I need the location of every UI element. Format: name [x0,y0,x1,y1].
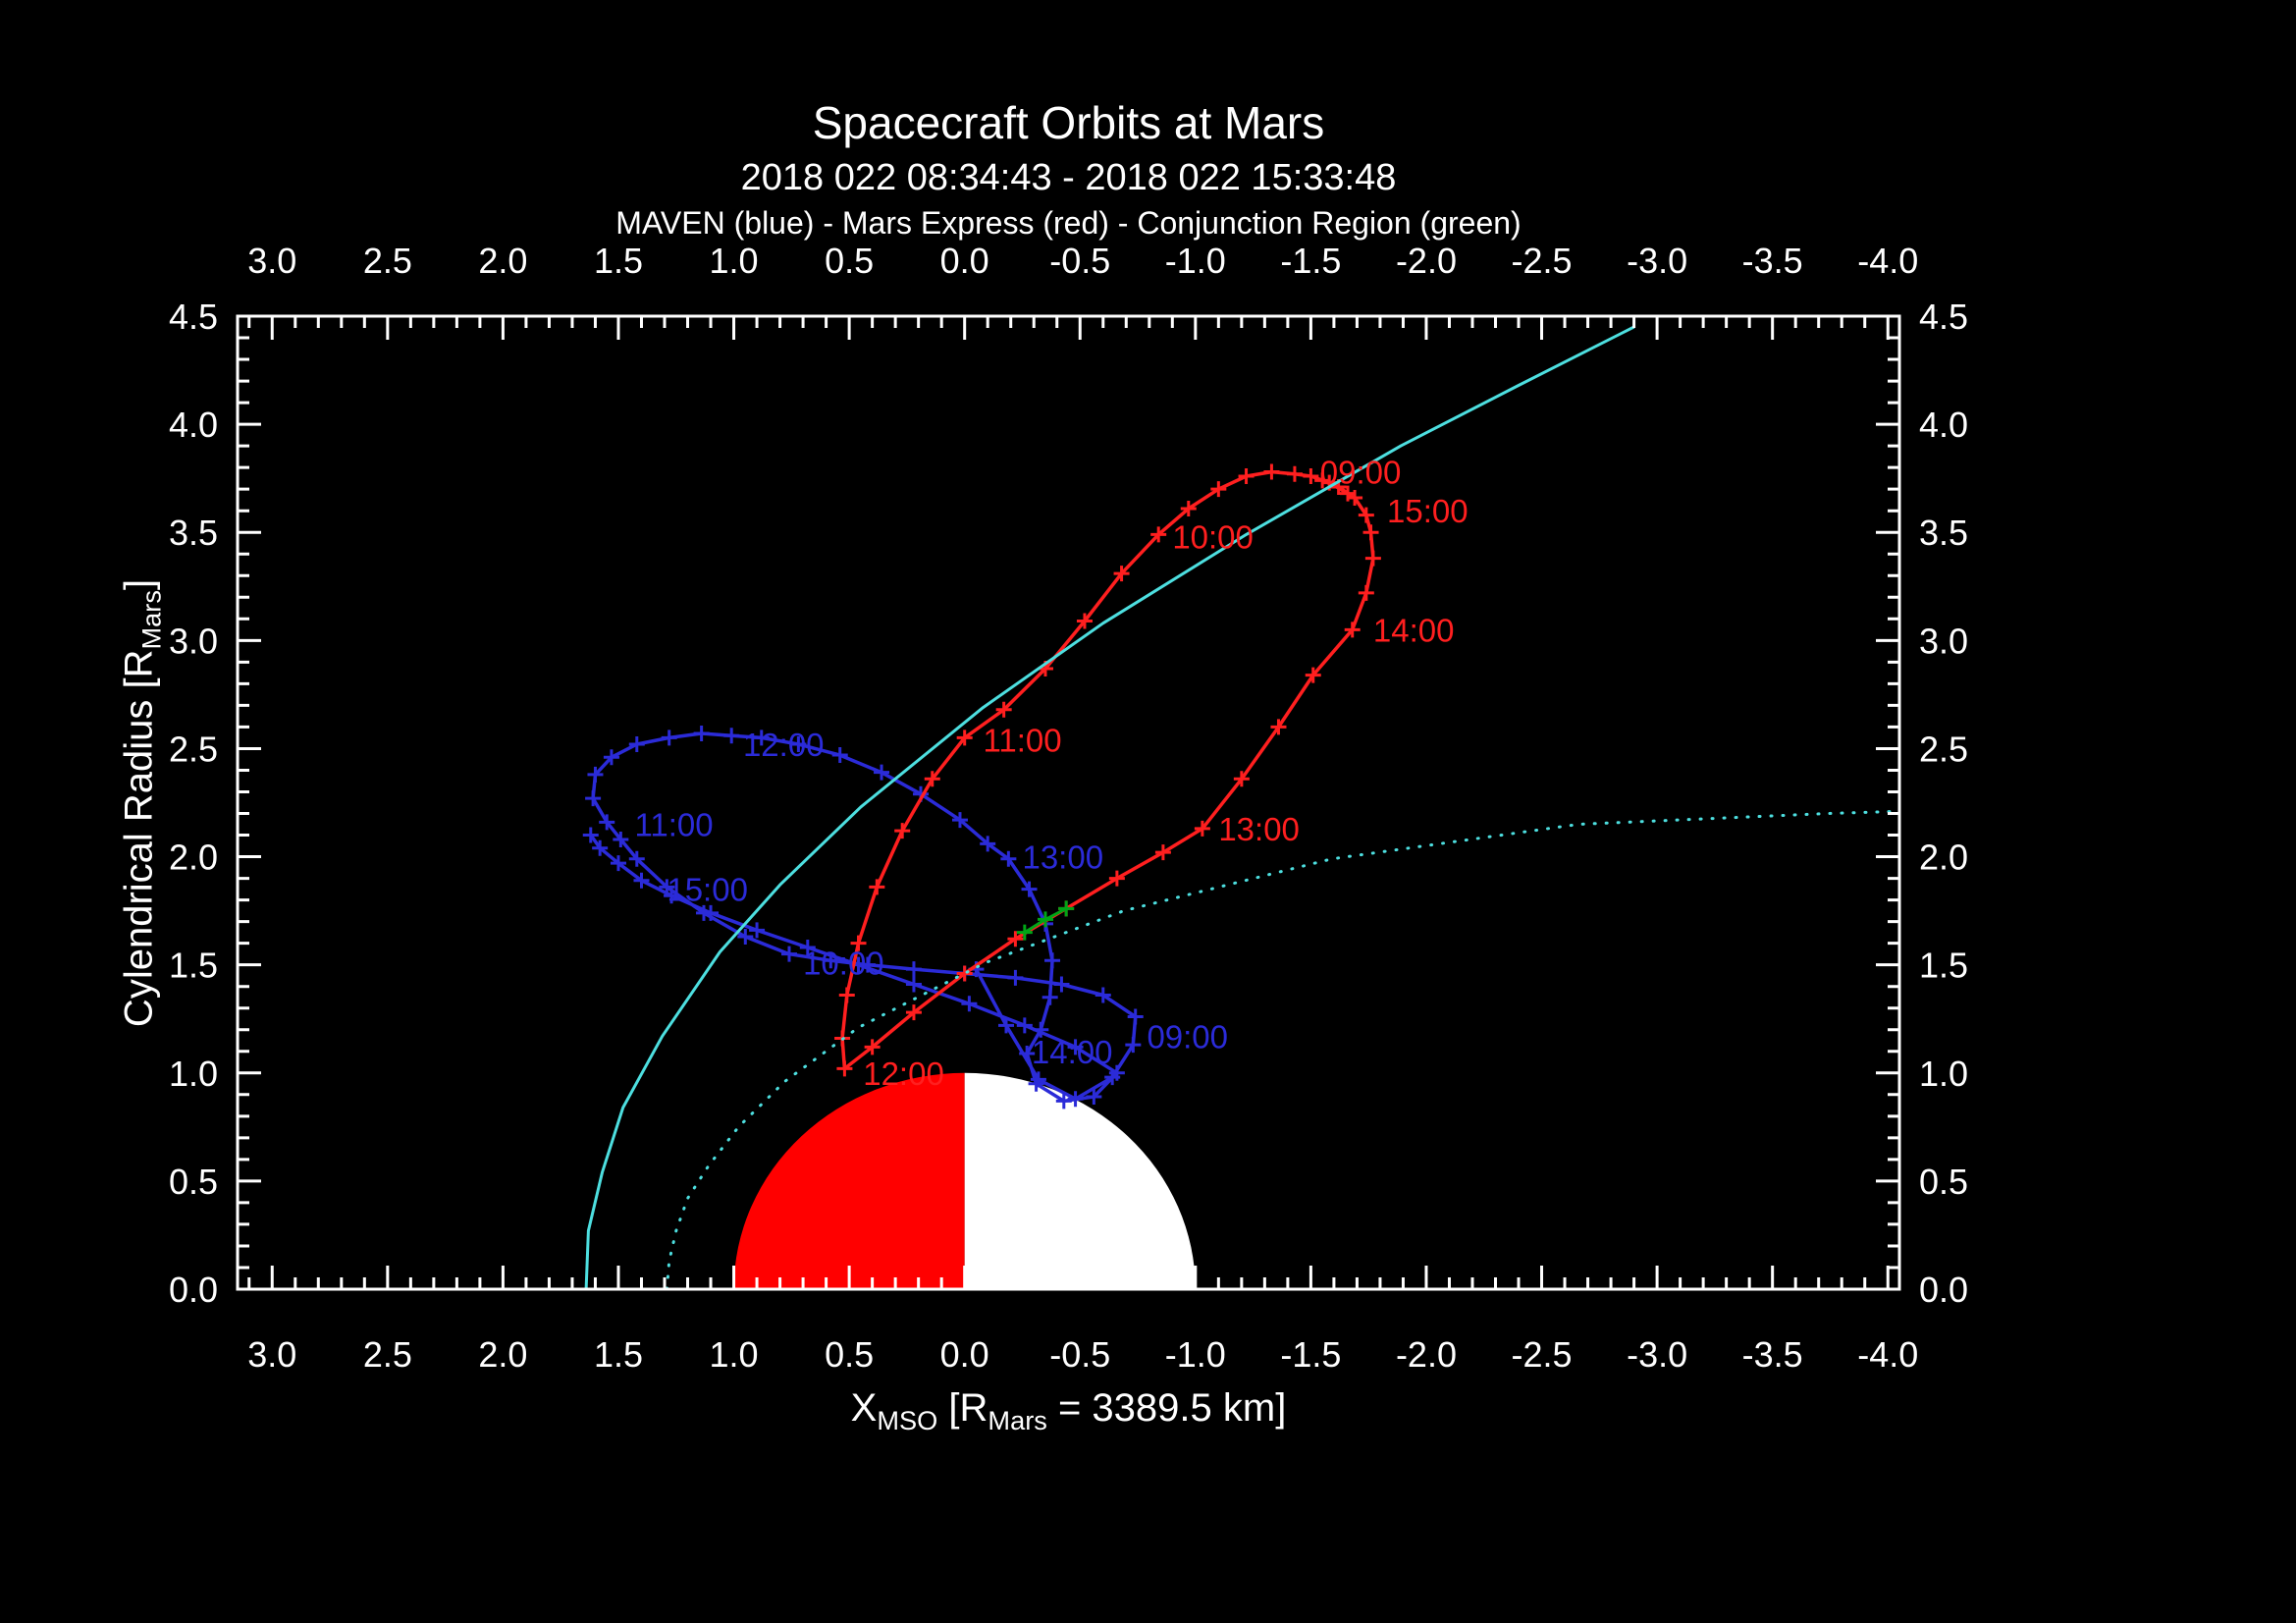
y-axis-left-tick-label: 4.5 [169,297,218,337]
orbit-time-label: 14:00 [1373,612,1455,648]
x-axis-bottom-tick-label: 2.0 [478,1334,527,1375]
x-axis-title-subscript-mso: MSO [877,1405,938,1435]
x-axis-bottom-tick-label: -4.0 [1857,1334,1918,1375]
y-axis-title: Cylendrical Radius [RMars] [118,579,168,1027]
orbit-time-label: 10:00 [803,945,884,981]
axis-ticks [238,316,1899,1289]
orbit-time-label: 09:00 [1320,455,1402,491]
orbit-time-label: 12:00 [863,1055,944,1092]
x-axis-title: XMSO [RMars = 3389.5 km] [238,1386,1899,1436]
plot-frame [236,314,1901,1291]
orbit-time-label: 11:00 [634,807,713,843]
x-axis-bottom-tick-label: 2.5 [363,1334,412,1375]
y-axis-right-tick-label: 0.5 [1919,1162,1968,1202]
x-axis-top-tick-label: -3.5 [1742,241,1803,281]
x-axis-bottom-tick-label: 0.5 [825,1334,874,1375]
orbit-time-label: 11:00 [983,723,1061,759]
x-axis-title-close: = 3389.5 km] [1046,1386,1287,1430]
y-axis-right-tick-label: 3.5 [1919,513,1968,553]
orbit-time-label: 15:00 [667,872,748,908]
x-axis-top-tick-label: -4.0 [1857,241,1918,281]
y-axis-title-subscript: Mars [135,590,167,650]
x-axis-top-tick-label: -1.5 [1280,241,1341,281]
y-axis-right-tick-label: 0.0 [1919,1270,1968,1310]
x-axis-top-tick-label: 2.5 [363,241,412,281]
plot-legend: MAVEN (blue) - Mars Express (red) - Conj… [615,205,1522,241]
y-axis-right-tick-label: 4.0 [1919,405,1968,445]
y-axis-right-tick-label: 2.0 [1919,838,1968,878]
y-axis-left-tick-label: 0.0 [169,1270,218,1310]
x-axis-title-subscript-mars: Mars [988,1405,1047,1435]
x-axis-bottom-tick-label: 3.0 [247,1334,296,1375]
y-axis-right-tick-label: 1.0 [1919,1054,1968,1094]
x-axis-bottom-tick-label: -2.5 [1512,1334,1573,1375]
y-axis-left-tick-label: 3.5 [169,513,218,553]
y-axis-left-tick-label: 2.5 [169,729,218,769]
orbit-time-label: 12:00 [743,727,825,763]
bow-shock-curve [584,325,1635,1290]
x-axis-top-tick-label: 2.0 [478,241,527,281]
x-axis-bottom-tick-label: 1.5 [594,1334,643,1375]
x-axis-bottom-tick-label: -3.0 [1627,1334,1687,1375]
mars-express-curve [840,469,1375,1071]
title-block: Spacecraft Orbits at Mars 2018 022 08:34… [238,96,1899,242]
y-axis-title-close: ] [117,578,161,591]
y-axis-title-text: Cylendrical Radius [R [117,649,161,1028]
orbit-time-label: 13:00 [1022,839,1103,876]
orbit-time-label: 13:00 [1218,811,1300,847]
x-axis-top-tick-label: 3.0 [247,241,296,281]
conjunction-region-tick-markers [1016,900,1075,941]
y-axis-right-tick-label: 4.5 [1919,297,1968,337]
x-axis-bottom-tick-label: -1.5 [1280,1334,1341,1375]
x-axis-bottom-tick-label: 0.0 [940,1334,989,1375]
plot-time-range: 2018 022 08:34:43 - 2018 022 15:33:48 [740,157,1397,198]
x-axis-title-mid: [R [937,1386,988,1430]
x-axis-top-tick-label: -0.5 [1049,241,1110,281]
plot-title: Spacecraft Orbits at Mars [812,97,1325,148]
x-axis-bottom-tick-label: -3.5 [1742,1334,1803,1375]
x-axis-top-tick-label: 0.0 [940,241,989,281]
orbit-time-label: 15:00 [1387,493,1468,529]
y-axis-right-tick-label: 1.5 [1919,946,1968,986]
y-axis-left-tick-label: 1.0 [169,1054,218,1094]
y-axis-left-tick-label: 1.5 [169,946,218,986]
x-axis-top-tick-label: 1.0 [710,241,759,281]
x-axis-bottom-tick-label: -2.0 [1396,1334,1457,1375]
orbit-time-label: 10:00 [1172,519,1254,556]
x-axis-bottom-tick-label: -0.5 [1049,1334,1110,1375]
magnetic-pileup-boundary-curve [665,809,1901,1291]
y-axis-left-tick-label: 4.0 [169,405,218,445]
x-axis-top-tick-label: -1.0 [1165,241,1226,281]
mars-dayside [733,1072,965,1289]
x-axis-top-tick-label: 0.5 [825,241,874,281]
y-axis-right-tick-label: 2.5 [1919,729,1968,769]
x-axis-bottom-tick-label: -1.0 [1165,1334,1226,1375]
x-axis-top-tick-label: -3.0 [1627,241,1687,281]
orbit-time-label: 09:00 [1147,1018,1228,1055]
maven-tick-markers [582,726,1144,1109]
mars-nightside [964,1072,1196,1289]
y-axis-left-tick-label: 2.0 [169,838,218,878]
x-axis-top-tick-label: -2.5 [1512,241,1573,281]
x-axis-bottom-tick-label: 1.0 [710,1334,759,1375]
x-axis-top-tick-label: 1.5 [594,241,643,281]
orbit-time-label: 14:00 [1032,1034,1113,1070]
y-axis-left-tick-label: 3.0 [169,621,218,661]
mars-express-tick-markers [834,463,1381,1077]
x-axis-top-tick-label: -2.0 [1396,241,1457,281]
y-axis-left-tick-label: 0.5 [169,1162,218,1202]
y-axis-right-tick-label: 3.0 [1919,621,1968,661]
x-axis-title-text: X [850,1386,878,1430]
